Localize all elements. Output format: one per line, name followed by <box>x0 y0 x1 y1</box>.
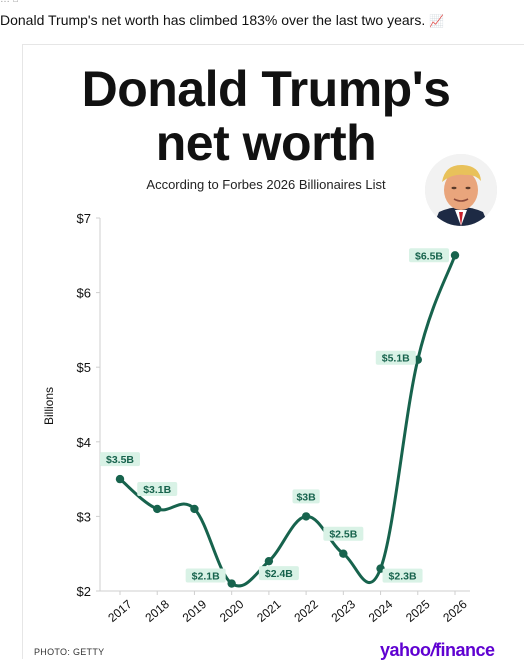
data-label-bg <box>258 566 299 581</box>
x-tick-label: 2022 <box>291 597 321 625</box>
data-label-bg <box>375 350 416 365</box>
x-tick-label: 2018 <box>142 597 172 625</box>
x-tick-label: 2024 <box>366 597 396 625</box>
chart-title-line1: Donald Trump's <box>81 61 451 117</box>
series-line <box>119 254 457 588</box>
x-tick-label: 2026 <box>440 597 470 625</box>
data-point <box>153 504 162 514</box>
data-label: $3.1B <box>143 484 171 496</box>
portrait-photo <box>425 154 497 226</box>
x-tick-label: 2020 <box>217 597 247 625</box>
data-point <box>264 556 274 566</box>
x-tick-label: 2021 <box>254 597 284 625</box>
chart-increasing-icon: 📈 <box>429 14 445 28</box>
x-tick-label: 2025 <box>403 597 433 625</box>
data-label-bg <box>409 248 449 263</box>
data-point <box>115 474 125 484</box>
data-label: $3B <box>296 491 316 503</box>
y-tick-label: $5 <box>77 360 91 375</box>
yahoo-finance-logo: yahoo/finance <box>380 640 495 660</box>
x-tick-label: 2023 <box>329 597 359 625</box>
y-tick-label: $3 <box>77 509 91 524</box>
data-label-bg <box>323 526 364 541</box>
data-label: $5.1B <box>382 353 410 365</box>
more-dots[interactable]: … ⌂ <box>0 0 19 5</box>
data-point <box>450 251 460 260</box>
data-point <box>301 512 311 521</box>
chart-title-line2: net worth <box>155 115 377 171</box>
y-tick-label: $7 <box>77 211 91 226</box>
data-label: $6.5B <box>415 250 443 262</box>
x-tick-label: 2019 <box>180 597 210 625</box>
data-label-bg <box>292 489 320 504</box>
post-caption: Donald Trump's net worth has climbed 183… <box>0 12 426 28</box>
data-point <box>339 549 348 558</box>
data-label: $3.5B <box>106 454 134 466</box>
data-label: $2.3B <box>389 571 417 583</box>
data-label-bg <box>185 568 226 583</box>
photo-credit: PHOTO: GETTY <box>34 647 105 657</box>
post-text: Donald Trump's net worth has climbed 183… <box>0 12 444 28</box>
data-point <box>190 504 199 514</box>
data-label-bg <box>382 568 423 583</box>
chart-subtitle: According to Forbes 2026 Billionaires Li… <box>146 177 386 192</box>
y-tick-label: $4 <box>77 435 91 450</box>
data-label-bg <box>137 481 178 496</box>
data-point <box>227 579 236 588</box>
data-label: $2.1B <box>192 571 220 583</box>
data-label: $2.5B <box>329 529 357 541</box>
y-tick-label: $2 <box>77 584 91 599</box>
x-tick-label: 2017 <box>105 597 135 625</box>
data-label-bg <box>100 452 140 467</box>
data-label: $2.4B <box>265 568 293 580</box>
y-tick-label: $6 <box>77 286 91 301</box>
